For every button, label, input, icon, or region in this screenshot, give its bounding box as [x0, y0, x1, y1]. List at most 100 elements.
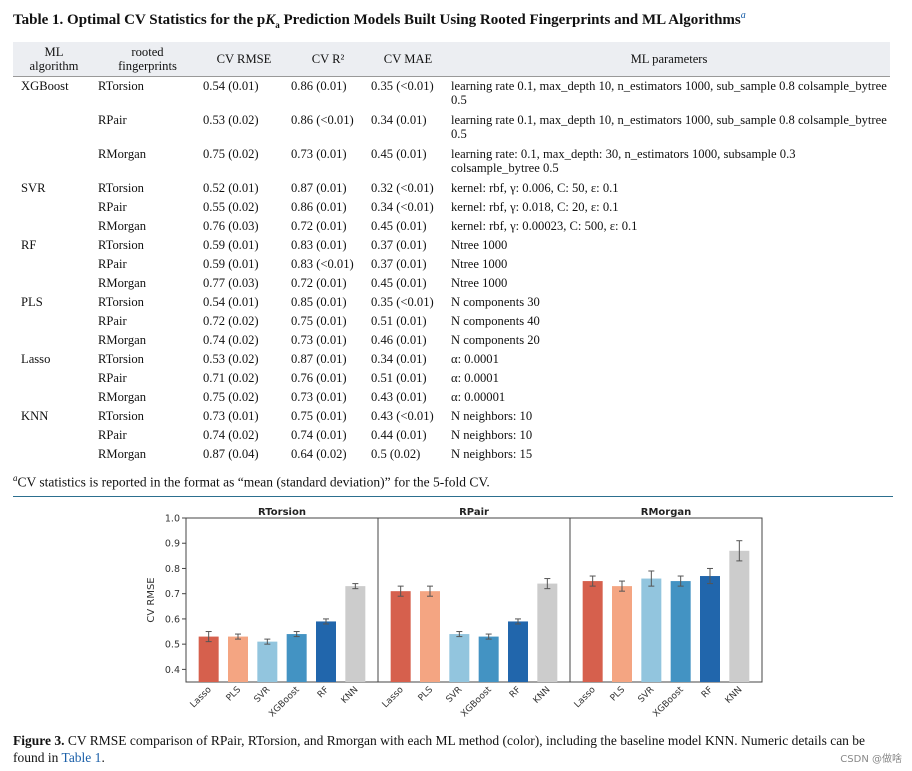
- fingerprint-cell: RPair: [98, 257, 127, 271]
- bar: [582, 581, 603, 682]
- bar: [316, 621, 336, 682]
- table-1-link[interactable]: Table 1: [61, 750, 102, 765]
- cv-rmse-cell: 0.53 (0.02): [203, 352, 259, 366]
- fingerprint-cell: RMorgan: [98, 390, 147, 404]
- table-row: RPair 0.59 (0.01) 0.83 (<0.01) 0.37 (0.01) N…: [13, 255, 890, 274]
- cv-mae-cell: 0.45 (0.01): [371, 147, 427, 161]
- cv-rmse-cell: 0.59 (0.01): [203, 257, 259, 271]
- algorithm-cell: [13, 198, 95, 217]
- rmse-bar-chart: CV RMSE 0.4 0.5 0.6 0.7 0.8 0.9 1.0 RTorsion Lass…: [146, 507, 763, 720]
- fingerprint-cell: RPair: [98, 371, 127, 385]
- table-row: RF RTorsion 0.59 (0.01) 0.83 (0.01) 0.37 (0.…: [13, 236, 890, 255]
- fingerprint-cell: RTorsion: [98, 295, 144, 309]
- x-tick-label: PLS: [609, 685, 628, 704]
- cv-mae-cell: 0.32 (<0.01): [371, 181, 434, 195]
- cv-mae-cell: 0.44 (0.01): [371, 428, 427, 442]
- ml-parameters-cell: learning rate 0.1, max_depth 10, n_estim…: [451, 79, 887, 107]
- ml-parameters-cell: Ntree 1000: [451, 276, 508, 290]
- algorithm-cell: Lasso: [21, 352, 51, 366]
- cv-mae-cell: 0.34 (<0.01): [371, 200, 434, 214]
- algorithm-cell: [13, 111, 95, 145]
- bar: [420, 591, 440, 682]
- header-ml-algorithm: ML algorithm: [29, 45, 79, 73]
- algorithm-cell: [13, 217, 95, 236]
- cv-r2-cell: 0.86 (<0.01): [291, 113, 354, 127]
- table-footnote: aCV statistics is reported in the format…: [13, 473, 490, 490]
- fingerprint-cell: RMorgan: [98, 333, 147, 347]
- algorithm-cell: [13, 369, 95, 388]
- algorithm-cell: [13, 255, 95, 274]
- cv-r2-cell: 0.87 (0.01): [291, 352, 347, 366]
- cv-r2-cell: 0.73 (0.01): [291, 390, 347, 404]
- cv-r2-cell: 0.86 (0.01): [291, 79, 347, 93]
- x-tick-label: XGBoost: [267, 685, 302, 720]
- x-tick-label: XGBoost: [459, 685, 494, 720]
- cv-rmse-cell: 0.72 (0.02): [203, 314, 259, 328]
- section-divider: [13, 496, 893, 497]
- panel-frame: [569, 517, 763, 683]
- fingerprint-cell: RTorsion: [98, 352, 144, 366]
- bar: [345, 586, 366, 682]
- cv-mae-cell: 0.43 (0.01): [371, 390, 427, 404]
- cv-rmse-cell: 0.52 (0.01): [203, 181, 259, 195]
- ml-parameters-cell: kernel: rbf, γ: 0.018, C: 20, ε: 0.1: [451, 200, 619, 214]
- x-tick-label: XGBoost: [651, 685, 686, 720]
- bar: [641, 578, 662, 682]
- cv-r2-cell: 0.87 (0.01): [291, 181, 347, 195]
- algorithm-cell: XGBoost: [21, 79, 69, 93]
- x-tick-label: SVR: [253, 685, 273, 705]
- ml-parameters-cell: α: 0.0001: [451, 371, 499, 385]
- cv-rmse-cell: 0.75 (0.02): [203, 390, 259, 404]
- bar: [228, 636, 248, 682]
- x-tick-label: SVR: [445, 685, 465, 705]
- y-tick-label: 0.6: [165, 614, 180, 625]
- table-caption: Table 1. Optimal CV Statistics for the p…: [13, 10, 746, 30]
- bar: [198, 636, 219, 682]
- algorithm-cell: [13, 331, 95, 350]
- cv-r2-cell: 0.85 (0.01): [291, 295, 347, 309]
- cv-rmse-cell: 0.54 (0.01): [203, 295, 259, 309]
- ml-parameters-cell: α: 0.0001: [451, 352, 499, 366]
- cv-r2-cell: 0.72 (0.01): [291, 219, 347, 233]
- cv-mae-cell: 0.34 (0.01): [371, 352, 427, 366]
- ml-parameters-cell: N components 40: [451, 314, 540, 328]
- cv-r2-cell: 0.83 (<0.01): [291, 257, 354, 271]
- cv-mae-cell: 0.51 (0.01): [371, 371, 427, 385]
- fingerprint-cell: RPair: [98, 200, 127, 214]
- x-tick-label: RF: [316, 685, 331, 700]
- ml-parameters-cell: Ntree 1000: [451, 257, 508, 271]
- ml-parameters-cell: Ntree 1000: [451, 238, 508, 252]
- y-tick-label: 0.5: [165, 640, 180, 651]
- ml-parameters-cell: kernel: rbf, γ: 0.006, C: 50, ε: 0.1: [451, 181, 619, 195]
- cv-r2-cell: 0.76 (0.01): [291, 371, 347, 385]
- table-row: PLS RTorsion 0.54 (0.01) 0.85 (0.01) 0.35 (<…: [13, 293, 890, 312]
- cv-rmse-cell: 0.87 (0.04): [203, 447, 259, 461]
- bar: [700, 576, 720, 682]
- algorithm-cell: PLS: [21, 295, 43, 309]
- cv-r2-cell: 0.83 (0.01): [291, 238, 347, 252]
- cv-rmse-cell: 0.74 (0.02): [203, 333, 259, 347]
- table-row: SVR RTorsion 0.52 (0.01) 0.87 (0.01) 0.32 (<…: [13, 179, 890, 198]
- y-tick-label: 1.0: [165, 514, 180, 525]
- bar: [729, 550, 750, 682]
- fingerprint-cell: RMorgan: [98, 219, 147, 233]
- cv-mae-cell: 0.35 (<0.01): [371, 295, 434, 309]
- cv-mae-cell: 0.51 (0.01): [371, 314, 427, 328]
- panel-title: RPair: [459, 507, 489, 518]
- table-row: RMorgan 0.75 (0.02) 0.73 (0.01) 0.43 (0.01)…: [13, 388, 890, 407]
- y-tick-label: 0.8: [165, 564, 180, 575]
- fingerprint-cell: RTorsion: [98, 79, 144, 93]
- fingerprint-cell: RMorgan: [98, 276, 147, 290]
- ml-parameters-cell: N components 20: [451, 333, 540, 347]
- cv-rmse-cell: 0.55 (0.02): [203, 200, 259, 214]
- fingerprint-cell: RPair: [98, 314, 127, 328]
- cv-rmse-cell: 0.77 (0.03): [203, 276, 259, 290]
- x-tick-label: Lasso: [189, 685, 214, 710]
- table-row: RMorgan 0.76 (0.03) 0.72 (0.01) 0.45 (0.01)…: [13, 217, 890, 236]
- cv-mae-cell: 0.35 (<0.01): [371, 79, 434, 93]
- fingerprint-cell: RPair: [98, 428, 127, 442]
- table-row: RMorgan 0.77 (0.03) 0.72 (0.01) 0.45 (0.01)…: [13, 274, 890, 293]
- cv-r2-cell: 0.64 (0.02): [291, 447, 347, 461]
- cv-rmse-cell: 0.75 (0.02): [203, 147, 259, 161]
- x-tick-label: KNN: [340, 685, 361, 706]
